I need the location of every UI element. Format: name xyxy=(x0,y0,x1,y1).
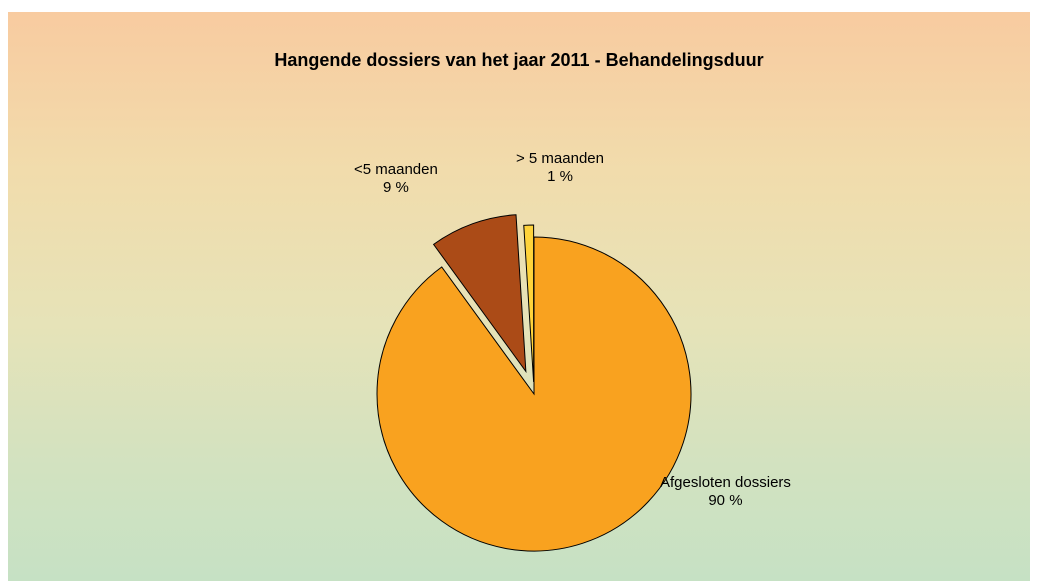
slice-name-afgesloten: Afgesloten dossiers xyxy=(660,474,791,491)
pie-slice-afgesloten xyxy=(376,236,692,552)
pie-chart xyxy=(376,214,692,552)
slice-label-gt5: > 5 maanden 1 % xyxy=(516,150,604,186)
slice-name-gt5: > 5 maanden xyxy=(516,150,604,167)
slice-value-lt5: 9 % xyxy=(382,179,409,196)
slice-value-gt5: 1 % xyxy=(547,168,573,185)
slice-label-afgesloten: Afgesloten dossiers 90 % xyxy=(660,474,791,510)
slice-label-lt5: <5 maanden 9 % xyxy=(354,161,438,197)
pie-slice-lt5 xyxy=(432,214,527,374)
pie-slice-gt5 xyxy=(523,224,535,383)
slice-value-afgesloten: 90 % xyxy=(708,492,743,509)
chart-area: Hangende dossiers van het jaar 2011 - Be… xyxy=(8,12,1030,581)
slice-name-lt5: <5 maanden xyxy=(354,161,438,178)
chart-title: Hangende dossiers van het jaar 2011 - Be… xyxy=(274,50,764,70)
